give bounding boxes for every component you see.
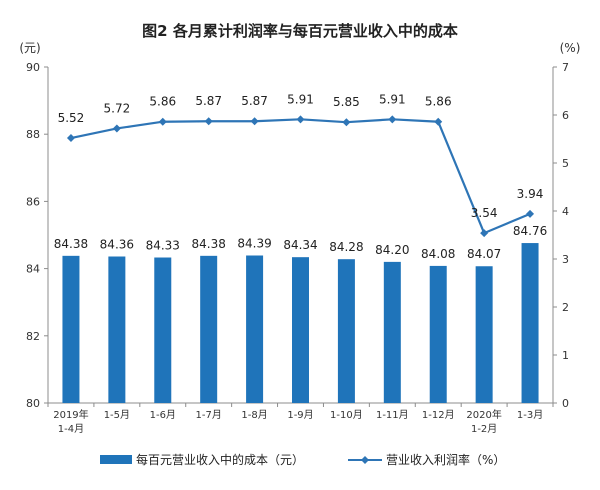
x-tick-label: 1-7月 <box>196 409 222 421</box>
line-value-label: 5.86 <box>425 95 452 109</box>
bar <box>521 243 539 403</box>
bars-layer: 84.38 84.36 84.33 84.38 84.39 84.34 84.28 84.20… <box>54 224 547 403</box>
right-tick-label: 3 <box>562 253 569 266</box>
right-tick-label: 6 <box>562 109 569 122</box>
line-point <box>204 117 213 126</box>
left-tick-label: 80 <box>26 397 40 410</box>
line-point <box>250 117 259 126</box>
line-point <box>296 115 305 124</box>
line-series <box>70 118 531 235</box>
legend-swatch-bar <box>100 455 132 464</box>
line-value-label: 5.91 <box>287 92 314 106</box>
line-point <box>66 134 75 143</box>
axes-layer: 80 82 84 86 88 90 0 1 2 3 4 5 6 7 2019年 1-4月 1-5月 1-6月 1-7… <box>26 61 569 435</box>
bar-value-label: 84.33 <box>146 239 180 253</box>
legend-label-bar: 每百元营业收入中的成本（元） <box>136 452 304 467</box>
right-tick-label: 4 <box>562 205 569 218</box>
line-value-label: 5.91 <box>379 92 406 106</box>
line-value-label: 5.87 <box>241 94 268 108</box>
left-axis-unit: (元) <box>19 41 40 55</box>
x-tick-label: 1-9月 <box>287 409 313 421</box>
x-tick-label: 2019年 <box>53 408 88 421</box>
bar <box>292 257 309 403</box>
bar <box>200 255 218 403</box>
line-point <box>342 118 351 127</box>
left-tick-label: 86 <box>26 195 40 208</box>
line-value-label: 3.54 <box>471 206 498 220</box>
bar <box>429 265 447 403</box>
right-tick-label: 7 <box>562 61 569 74</box>
legend-swatch-marker <box>361 456 369 464</box>
right-tick-label: 1 <box>562 349 569 362</box>
bar-value-label: 84.39 <box>237 236 271 250</box>
bar-value-label: 84.34 <box>283 238 317 252</box>
bar-value-label: 84.76 <box>513 224 547 238</box>
x-tick-label: 1-4月 <box>58 423 84 435</box>
left-tick-label: 90 <box>26 61 40 74</box>
line-point <box>388 115 397 124</box>
bar <box>383 261 401 403</box>
bar-value-label: 84.07 <box>467 247 501 261</box>
bar-value-label: 84.38 <box>54 237 88 251</box>
left-tick-label: 84 <box>26 263 40 276</box>
line-value-label: 5.86 <box>149 95 176 109</box>
line-point <box>158 117 167 126</box>
bar <box>337 259 355 403</box>
bar-value-label: 84.08 <box>421 247 455 261</box>
bar-value-label: 84.28 <box>329 240 363 254</box>
right-tick-label: 2 <box>562 301 569 314</box>
x-tick-label: 1-12月 <box>422 409 455 421</box>
bar <box>246 255 264 403</box>
x-tick-label: 2020年 <box>466 408 501 421</box>
line-point <box>434 117 443 126</box>
legend: 每百元营业收入中的成本（元） 营业收入利润率（%） <box>100 452 505 467</box>
line-value-label: 5.87 <box>195 94 222 108</box>
x-tick-label: 1-10月 <box>330 409 363 421</box>
bar-value-label: 84.36 <box>100 238 134 252</box>
bar <box>154 257 172 403</box>
line-point <box>112 124 121 133</box>
x-tick-label: 1-8月 <box>241 409 267 421</box>
line-value-label: 5.52 <box>58 111 85 125</box>
chart-title: 图2 各月累计利润率与每百元营业收入中的成本 <box>142 22 458 40</box>
x-tick-label: 1-6月 <box>150 409 176 421</box>
bar-value-label: 84.20 <box>375 243 409 257</box>
x-tick-label: 1-11月 <box>376 409 409 421</box>
bar-value-label: 84.38 <box>192 237 226 251</box>
x-tick-label: 1-5月 <box>104 409 130 421</box>
line-value-label: 3.94 <box>517 187 544 201</box>
line-point <box>526 209 535 218</box>
legend-label-line: 营业收入利润率（%） <box>386 452 505 467</box>
x-tick-label: 1-2月 <box>471 423 497 435</box>
line-layer: 5.52 5.72 5.86 5.87 5.87 5.91 5.85 5.91 5.86 3.54… <box>58 92 544 238</box>
bar <box>475 266 493 403</box>
left-tick-label: 82 <box>26 330 40 343</box>
x-tick-label: 1-3月 <box>517 409 543 421</box>
line-point <box>480 229 489 238</box>
bar <box>108 256 126 403</box>
right-tick-label: 5 <box>562 157 569 170</box>
left-tick-label: 88 <box>26 128 40 141</box>
right-tick-label: 0 <box>562 397 569 410</box>
bar <box>62 255 80 403</box>
line-value-label: 5.85 <box>333 95 360 109</box>
line-value-label: 5.72 <box>104 101 131 115</box>
right-axis-unit: (%) <box>560 41 581 55</box>
